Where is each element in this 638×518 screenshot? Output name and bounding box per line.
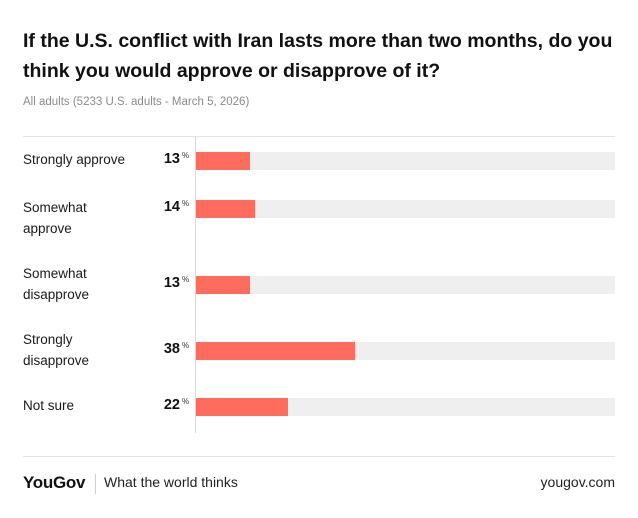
bar-category-label: Somewhat approve <box>23 200 87 236</box>
bottom-divider <box>23 456 615 457</box>
bar-row: Strongly disapprove 38% <box>0 329 638 369</box>
bar-category-label: Not sure <box>23 398 75 413</box>
yougov-logo[interactable]: YouGov <box>23 473 86 492</box>
bar-row: Strongly approve 13% <box>0 149 638 189</box>
bar <box>196 398 289 416</box>
bar-value-label: 38 <box>163 341 180 357</box>
bar-row: Somewhat approve 14% <box>0 197 638 237</box>
bar-track <box>196 200 615 218</box>
bar-value-label: 14 <box>163 199 180 215</box>
bar-value-label: 13 <box>163 275 180 291</box>
bar-unit-label: % <box>182 151 190 160</box>
bar <box>196 276 251 294</box>
bar-category-label: Strongly approve <box>23 152 126 167</box>
footer-tagline: What the world thinks <box>104 474 238 490</box>
chart-subtitle: All adults (5233 U.S. adults - March 5, … <box>23 96 250 108</box>
bar-unit-label: % <box>182 275 190 284</box>
bar <box>196 200 255 218</box>
bar-unit-label: % <box>182 199 190 208</box>
top-divider <box>23 136 615 137</box>
bar-track <box>196 152 615 170</box>
bar-value-label: 13 <box>163 151 180 167</box>
chart-axis-line <box>195 137 196 433</box>
chart-title: If the U.S. conflict with Iran lasts mor… <box>23 30 613 82</box>
bar <box>196 152 251 170</box>
bar-category-label: Strongly disapprove <box>23 332 90 368</box>
footer-separator <box>95 474 96 494</box>
bar-track <box>196 276 615 294</box>
bar-category-label: Somewhat disapprove <box>23 266 90 302</box>
bar-unit-label: % <box>182 397 190 406</box>
footer-site-link[interactable]: yougov.com <box>540 474 615 490</box>
bar-row: Somewhat disapprove 13% <box>0 263 638 303</box>
bar-row: Not sure 22% <box>0 395 638 435</box>
bar-value-label: 22 <box>163 397 180 413</box>
bar <box>196 342 356 360</box>
bar-unit-label: % <box>182 341 190 350</box>
bar-track <box>196 398 615 416</box>
